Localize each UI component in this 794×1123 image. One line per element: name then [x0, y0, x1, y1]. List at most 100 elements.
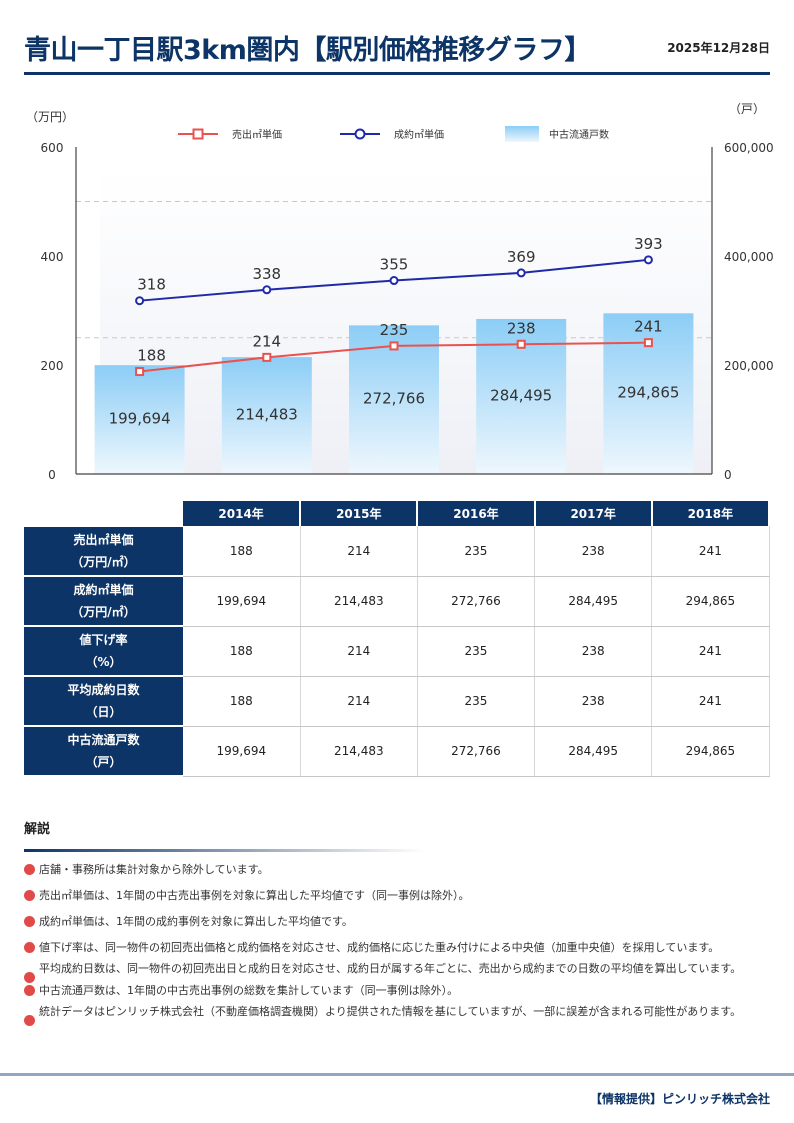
data-point	[643, 255, 653, 265]
data-label: 393	[634, 235, 663, 253]
row-label: 売出㎡単価	[73, 533, 134, 547]
row-header: 中古流通戸数 （戸）	[24, 726, 183, 777]
left-axis-unit: （万円）	[26, 110, 74, 124]
left-tick-label: 600	[41, 141, 64, 155]
left-tick-label: 0	[48, 468, 56, 482]
right-axis-unit: （戸）	[729, 102, 765, 116]
note-text: 成約㎡単価は、1年間の成約事例を対象に算出した平均値です。	[39, 915, 353, 928]
table-cell: 188	[183, 626, 301, 677]
note-text: 中古流通戸数は、1年間の中古売出事例の総数を集計しています（同一事例は除外）。	[39, 984, 459, 997]
notes-title: 解説	[24, 822, 51, 837]
table-cell: 238	[534, 526, 653, 577]
table-cell: 214,483	[300, 726, 418, 777]
column-header: 2015年	[300, 501, 419, 526]
table-row: 成約㎡単価 （万円/㎡） 199,694 214,483 272,766 284…	[24, 576, 770, 627]
bullet-dot-icon	[24, 985, 35, 996]
table-row: 売出㎡単価 （万円/㎡） 188 214 235 238 241	[24, 526, 770, 577]
row-label: 成約㎡単価	[73, 583, 134, 597]
legend-label: 成約㎡単価	[394, 128, 444, 141]
data-label: 235	[380, 321, 409, 339]
bullet-dot-icon	[24, 890, 35, 901]
page-header: 青山一丁目駅3km圏内【駅別価格推移グラフ】 2025年12月28日	[24, 28, 770, 76]
data-point	[262, 285, 272, 295]
bullet-dot-icon	[24, 916, 35, 927]
table-cell: 214	[300, 526, 418, 577]
note-item: 中古流通戸数は、1年間の中古売出事例の総数を集計しています（同一事例は除外）。	[24, 982, 784, 999]
table-cell: 199,694	[183, 726, 301, 777]
note-item: 値下げ率は、同一物件の初回売出価格と成約価格を対応させ、成約価格に応じた重み付け…	[24, 939, 784, 956]
table-cell: 238	[534, 676, 653, 727]
row-label: 中古流通戸数	[67, 733, 140, 747]
right-tick-label: 400,000	[724, 250, 774, 264]
bar-value-label: 284,495	[490, 386, 552, 404]
table-cell: 214	[300, 626, 418, 677]
bar-value-label: 272,766	[363, 390, 425, 408]
table-corner	[24, 501, 183, 527]
table-row: 中古流通戸数 （戸） 199,694 214,483 272,766 284,4…	[24, 726, 770, 777]
table-cell: 235	[417, 526, 536, 577]
data-point	[389, 341, 399, 351]
notes-divider	[24, 849, 424, 852]
right-tick-label: 200,000	[724, 359, 774, 373]
row-unit: （万円/㎡）	[71, 605, 136, 619]
table-row: 値下げ率 （%） 188 214 235 238 241	[24, 626, 770, 677]
data-point	[643, 338, 653, 348]
table-cell: 188	[183, 676, 301, 727]
table-header-row: 2014年 2015年 2016年 2017年 2018年	[24, 501, 771, 527]
table-cell: 241	[651, 676, 770, 727]
table-cell: 241	[651, 526, 770, 577]
column-header: 2014年	[183, 501, 302, 526]
note-text: 平均成約日数は、同一物件の初回売出日と成約日を対応させ、成約日が属する年ごとに、…	[39, 962, 742, 975]
data-point	[516, 268, 526, 278]
footer-credit: 【情報提供】ピンリッチ株式会社	[589, 1092, 770, 1106]
legend-label: 売出㎡単価	[232, 128, 282, 141]
table-cell: 199,694	[183, 576, 301, 627]
legend-marker-square-icon	[192, 128, 204, 140]
bar-value-label: 199,694	[109, 410, 171, 428]
table-cell: 294,865	[651, 726, 770, 777]
left-tick-label: 200	[41, 359, 64, 373]
note-item: 統計データはピンリッチ株式会社（不動産価格調査機関）より提供された情報を基にして…	[24, 1003, 784, 1026]
data-point	[516, 339, 526, 349]
table-cell: 214,483	[300, 576, 418, 627]
note-text: 店舗・事務所は集計対象から除外しています。	[39, 863, 269, 876]
row-header: 値下げ率 （%）	[24, 626, 183, 677]
bullet-dot-icon	[24, 942, 35, 953]
data-label: 355	[380, 256, 409, 274]
legend-swatch-bar	[505, 126, 539, 142]
table-cell: 272,766	[417, 576, 536, 627]
bar-1	[94, 365, 185, 474]
price-trend-chart: 199,694 214,483 272,766 284,495 294,865 318 3…	[0, 95, 794, 485]
table-cell: 214	[300, 676, 418, 727]
table-cell: 241	[651, 626, 770, 677]
right-tick-label: 600,000	[724, 141, 774, 155]
data-point	[262, 352, 272, 362]
data-point	[135, 367, 145, 377]
row-unit: （戸）	[85, 755, 122, 769]
row-unit: （%）	[85, 655, 122, 669]
notes-section: 解説 店舗・事務所は集計対象から除外しています。 売出㎡単価は、1年間の中古売出…	[24, 818, 784, 1026]
column-header: 2018年	[651, 501, 771, 526]
note-list: 店舗・事務所は集計対象から除外しています。 売出㎡単価は、1年間の中古売出事例を…	[24, 861, 784, 1026]
bar-value-label: 214,483	[236, 406, 298, 424]
note-item: 店舗・事務所は集計対象から除外しています。	[24, 861, 784, 878]
row-header: 平均成約日数 （日）	[24, 676, 183, 727]
bullet-dot-icon	[24, 864, 35, 875]
table-cell: 294,865	[651, 576, 770, 627]
footer-divider	[0, 1073, 794, 1076]
table-row: 平均成約日数 （日） 188 214 235 238 241	[24, 676, 770, 727]
data-label: 369	[507, 248, 536, 266]
column-header: 2016年	[417, 501, 536, 526]
data-label: 338	[252, 265, 281, 283]
data-point	[389, 276, 399, 286]
data-label: 241	[634, 318, 663, 336]
data-label: 188	[137, 347, 166, 365]
chart-svg: 199,694 214,483 272,766 284,495 294,865 318 3…	[26, 102, 774, 482]
note-item: 売出㎡単価は、1年間の中古売出事例を対象に算出した平均値です（同一事例は除外）。	[24, 887, 784, 904]
table-cell: 188	[183, 526, 301, 577]
row-unit: （万円/㎡）	[71, 555, 136, 569]
table-cell: 235	[417, 676, 536, 727]
bar-value-label: 294,865	[617, 384, 679, 402]
column-header: 2017年	[534, 501, 653, 526]
note-text: 値下げ率は、同一物件の初回売出価格と成約価格を対応させ、成約価格に応じた重み付け…	[39, 941, 720, 954]
